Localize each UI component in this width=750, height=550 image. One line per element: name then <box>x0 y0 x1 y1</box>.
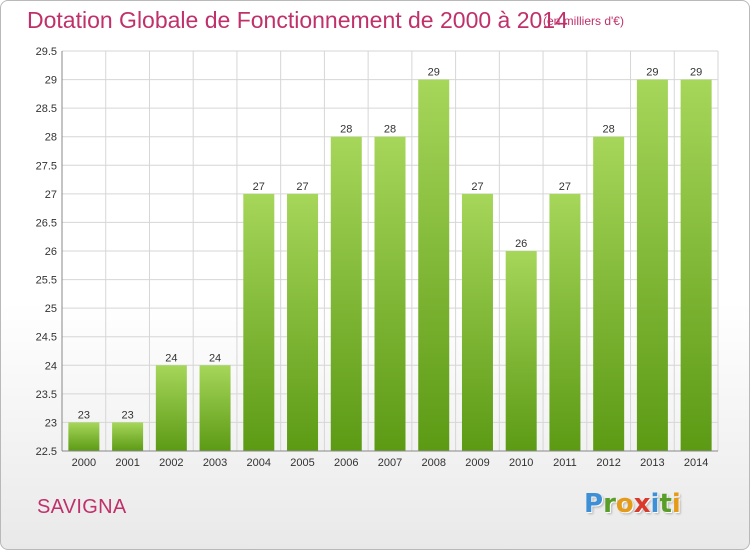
bar <box>680 79 712 452</box>
value-labels: 23 23 24 24 27 27 28 28 29 27 26 27 28 29 29 <box>78 67 703 422</box>
chart-subtitle: (en milliers d'€) <box>543 14 624 28</box>
value-label: 29 <box>646 67 658 79</box>
bar <box>199 365 231 451</box>
value-label: 23 <box>78 409 90 421</box>
y-tick-label: 24 <box>45 360 57 372</box>
bar <box>112 422 144 451</box>
chart-title: Dotation Globale de Fonctionnement de 20… <box>27 7 568 33</box>
value-label: 24 <box>165 352 177 364</box>
x-tick-label: 2005 <box>290 457 314 469</box>
y-tick-label: 28.5 <box>36 103 57 115</box>
axes <box>61 51 718 452</box>
y-tick-label: 24.5 <box>36 332 57 344</box>
y-tick-label: 28 <box>45 132 57 144</box>
x-tick-label: 2012 <box>596 457 620 469</box>
value-label: 27 <box>253 181 265 193</box>
x-tick-label: 2014 <box>684 457 708 469</box>
x-tick-label: 2013 <box>640 457 664 469</box>
y-tick-label: 25 <box>45 303 57 315</box>
y-tick-label: 26.5 <box>36 217 57 229</box>
bar <box>505 251 537 451</box>
value-label: 23 <box>121 409 133 421</box>
logo-letter: i <box>650 489 660 519</box>
x-tick-label: 2009 <box>465 457 489 469</box>
x-tick-label: 2001 <box>115 457 139 469</box>
x-tick-label: 2004 <box>247 457 271 469</box>
bar <box>243 193 275 451</box>
x-tick-label: 2011 <box>553 457 577 469</box>
value-label: 27 <box>471 181 483 193</box>
bar <box>593 136 625 451</box>
y-tick-label: 27.5 <box>36 160 57 172</box>
bars <box>68 79 712 452</box>
y-tick-label: 27 <box>45 189 57 201</box>
logo-letter: P <box>584 489 604 519</box>
y-tick-label: 22.5 <box>36 446 57 458</box>
value-label: 27 <box>559 181 571 193</box>
bar <box>374 136 406 451</box>
bar <box>330 136 362 451</box>
bar <box>461 193 493 451</box>
x-tick-label: 2003 <box>203 457 227 469</box>
x-tick-label: 2010 <box>509 457 533 469</box>
logo-letter: t <box>659 489 672 519</box>
value-label: 26 <box>515 238 527 250</box>
bar <box>287 193 319 451</box>
y-tick-label: 23.5 <box>36 389 57 401</box>
y-tick-label: 29.5 <box>36 46 57 58</box>
logo-letter: r <box>603 489 616 519</box>
logo-letter: x <box>633 489 651 519</box>
proxiti-logo: Proxiti <box>584 489 681 519</box>
value-label: 28 <box>340 124 352 136</box>
x-tick-labels: 2000 2001 2002 2003 2004 2005 2006 2007 2008 2009… <box>72 457 709 469</box>
y-tick-label: 29 <box>45 75 57 87</box>
bar <box>636 79 668 452</box>
value-label: 27 <box>296 181 308 193</box>
y-tick-label: 26 <box>45 246 57 258</box>
value-label: 29 <box>690 67 702 79</box>
bar <box>68 422 100 451</box>
y-tick-label: 25.5 <box>36 275 57 287</box>
bar <box>155 365 187 451</box>
x-tick-label: 2002 <box>159 457 183 469</box>
logo-letter: o <box>615 489 634 519</box>
x-tick-label: 2008 <box>421 457 445 469</box>
value-label: 28 <box>603 124 615 136</box>
bar <box>418 79 450 452</box>
bar <box>549 193 581 451</box>
value-label: 28 <box>384 124 396 136</box>
x-tick-label: 2000 <box>72 457 96 469</box>
y-tick-labels: 22.5 23 23.5 24 24.5 25 25.5 26 26.5 27 27.5 28 28.5… <box>36 46 57 458</box>
value-label: 24 <box>209 352 221 364</box>
x-tick-label: 2007 <box>378 457 402 469</box>
value-label: 29 <box>428 67 440 79</box>
logo-letter: i <box>671 489 681 519</box>
y-tick-label: 23 <box>45 417 57 429</box>
commune-name: SAVIGNA <box>37 496 127 518</box>
x-tick-label: 2006 <box>334 457 358 469</box>
